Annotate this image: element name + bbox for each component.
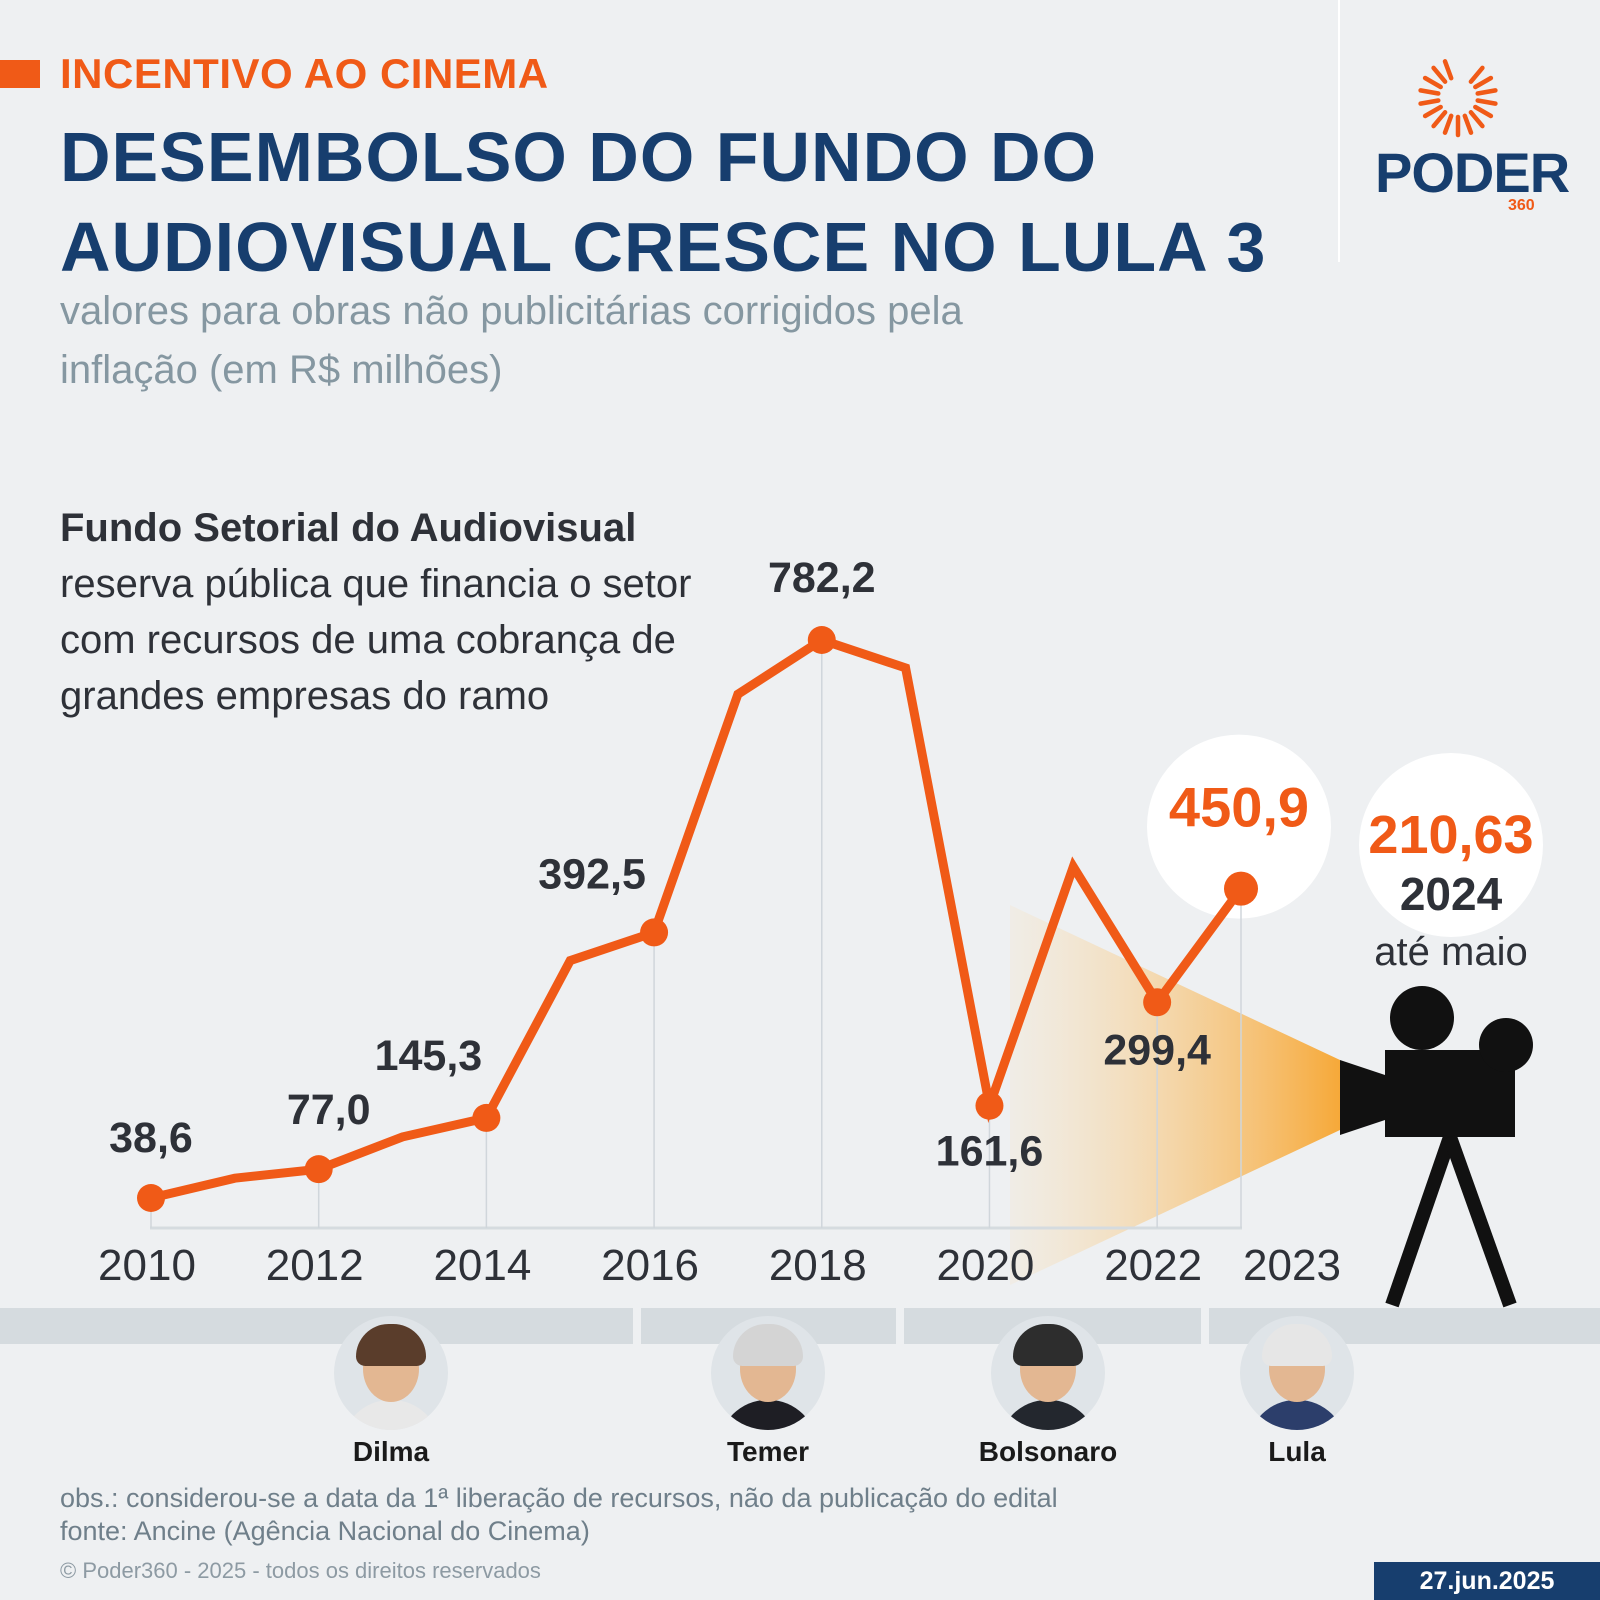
series-line — [146, 635, 1246, 1203]
president-name: Temer — [727, 1436, 809, 1467]
callout-year: 2024 — [1400, 868, 1503, 920]
fund-description-body: reserva pública que financia o setor com… — [60, 562, 692, 718]
term-band-dilma — [0, 1308, 633, 1344]
x-tick-label: 2018 — [769, 1241, 867, 1290]
president-temer: Temer — [698, 1316, 838, 1468]
logo-ray — [1468, 65, 1485, 84]
logo-ray — [1431, 110, 1448, 129]
logo-ray — [1418, 98, 1441, 106]
president-name: Lula — [1268, 1436, 1326, 1467]
kicker-accent-bar — [0, 60, 40, 88]
callout-value: 210,63 — [1368, 805, 1533, 865]
logo-ray — [1473, 75, 1494, 90]
copyright: © Poder360 - 2025 - todos os direitos re… — [60, 1558, 541, 1583]
fund-description-heading: Fundo Setorial do Audiovisual — [60, 506, 637, 550]
avatar — [991, 1316, 1105, 1430]
data-label: 450,9 — [1169, 776, 1309, 839]
president-lula: Lula — [1227, 1316, 1367, 1468]
data-label: 782,2 — [768, 554, 876, 602]
logo-ray — [1462, 113, 1474, 135]
callout-bubble — [1359, 753, 1543, 937]
observation-note: obs.: considerou-se a data da 1ª liberaç… — [60, 1483, 1058, 1513]
x-tick-label: 2012 — [266, 1241, 364, 1290]
logo-ray — [1475, 88, 1498, 96]
brand-sub: 360 — [1508, 197, 1535, 214]
x-tick-label: 2010 — [98, 1241, 196, 1290]
logo-ray — [1473, 104, 1494, 119]
highlight-bubble — [1147, 734, 1331, 919]
logo-ray — [1442, 59, 1454, 81]
avatar — [711, 1316, 825, 1430]
president-name: Dilma — [352, 1436, 430, 1467]
x-tick-label: 2020 — [937, 1241, 1035, 1290]
logo-ray — [1418, 88, 1441, 96]
data-label: 38,6 — [109, 1114, 193, 1162]
logo-ray — [1422, 104, 1443, 119]
data-point — [137, 1184, 165, 1212]
data-point — [1143, 988, 1172, 1017]
kicker: INCENTIVO AO CINEMA — [60, 50, 549, 97]
source-note: fonte: Ancine (Agência Nacional do Cinem… — [60, 1516, 590, 1546]
movie-camera-icon — [1340, 986, 1533, 1308]
data-point — [1224, 871, 1258, 906]
callout-note: até maio — [1374, 930, 1527, 974]
data-label: 299,4 — [1103, 1026, 1211, 1074]
publish-date: 27.jun.2025 — [1374, 1562, 1600, 1600]
president-bolsonaro: Bolsonaro — [978, 1316, 1118, 1468]
projector-beam — [1010, 905, 1340, 1285]
president-dilma: Dilma — [321, 1316, 461, 1468]
x-tick-label: 2016 — [601, 1241, 699, 1290]
logo-ray — [1442, 113, 1454, 135]
data-point — [472, 1103, 501, 1132]
logo-ray — [1431, 65, 1448, 84]
data-label: 77,0 — [287, 1086, 371, 1134]
avatar — [1240, 1316, 1354, 1430]
logo-ray — [1475, 98, 1498, 106]
x-tick-label: 2023 — [1243, 1241, 1341, 1290]
data-point — [640, 918, 669, 947]
avatar — [334, 1316, 448, 1430]
data-label: 161,6 — [936, 1128, 1044, 1176]
footnote: obs.: considerou-se a data da 1ª liberaç… — [60, 1482, 1058, 1548]
data-label: 392,5 — [538, 850, 646, 898]
data-point — [304, 1155, 333, 1184]
sunburst-logo-icon — [1418, 59, 1498, 138]
data-label: 145,3 — [375, 1032, 483, 1080]
subtitle: valores para obras não publicitárias cor… — [60, 289, 963, 392]
x-tick-label: 2014 — [433, 1241, 531, 1290]
x-tick-label: 2022 — [1104, 1241, 1202, 1290]
header-divider — [1338, 0, 1340, 262]
data-point — [975, 1091, 1004, 1120]
data-point — [807, 626, 836, 654]
fund-description: Fundo Setorial do Audiovisual reserva pú… — [60, 500, 760, 724]
brand-name: PODER — [1375, 141, 1570, 204]
logo-ray — [1422, 75, 1443, 90]
logo-ray — [1468, 110, 1485, 129]
president-name: Bolsonaro — [978, 1436, 1118, 1467]
page-title: DESEMBOLSO DO FUNDO DO AUDIOVISUAL CRESC… — [60, 118, 1267, 286]
